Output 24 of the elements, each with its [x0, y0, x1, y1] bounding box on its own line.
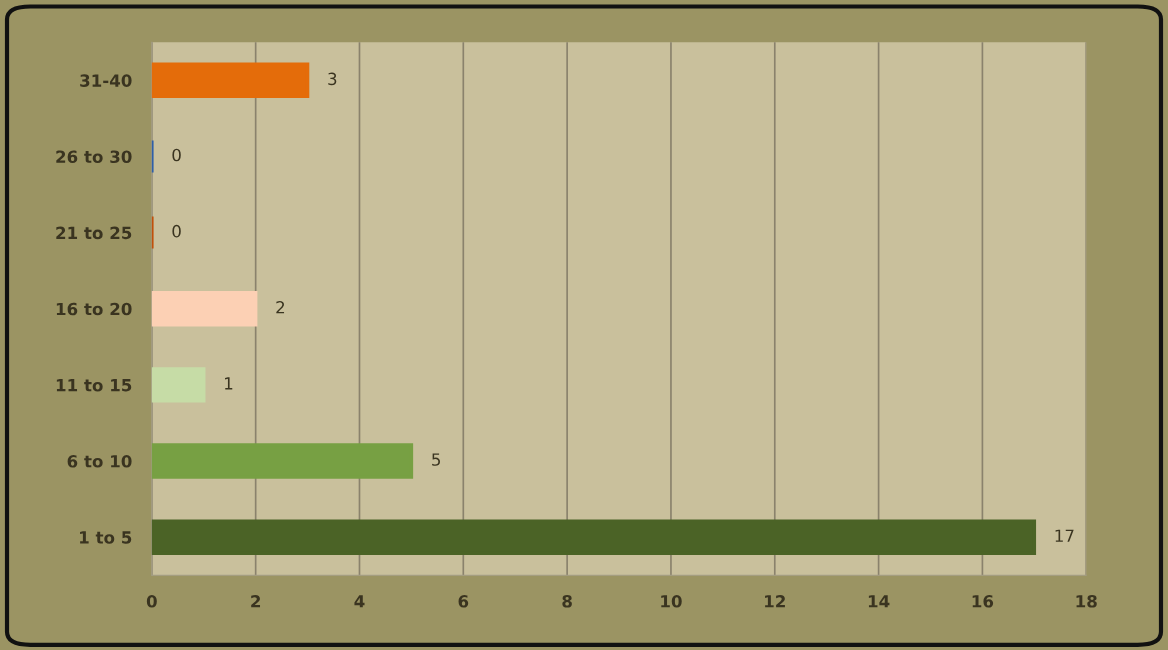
y-tick-label: 16 to 20 [56, 302, 132, 316]
x-tick-label: 4 [354, 595, 365, 608]
x-tick-label: 8 [562, 594, 572, 608]
data-label: 0 [172, 148, 181, 162]
data-label: 17 [1055, 529, 1074, 542]
y-tick-label: 6 to 10 [67, 455, 132, 468]
data-label: 1 [225, 377, 233, 390]
x-tick-label: 12 [765, 594, 785, 608]
x-tick-label: 18 [1076, 594, 1097, 608]
y-tick-label: 31-40 [80, 74, 132, 87]
data-label: 0 [172, 224, 181, 238]
y-tick-label: 21 to 25 [56, 226, 132, 240]
data-label: 3 [328, 72, 337, 86]
data-label: 5 [432, 453, 440, 466]
x-tick-label: 10 [661, 594, 682, 608]
x-tick-label: 2 [251, 594, 261, 608]
x-tick-label: 6 [458, 595, 469, 608]
y-tick-label: 26 to 30 [56, 150, 132, 164]
x-tick-label: 16 [972, 595, 994, 608]
y-tick-label: 11 to 15 [56, 379, 132, 392]
x-tick-label: 0 [146, 594, 157, 608]
x-tick-label: 14 [868, 595, 890, 608]
y-tick-label: 1 to 5 [80, 531, 132, 544]
data-label: 2 [276, 300, 285, 314]
